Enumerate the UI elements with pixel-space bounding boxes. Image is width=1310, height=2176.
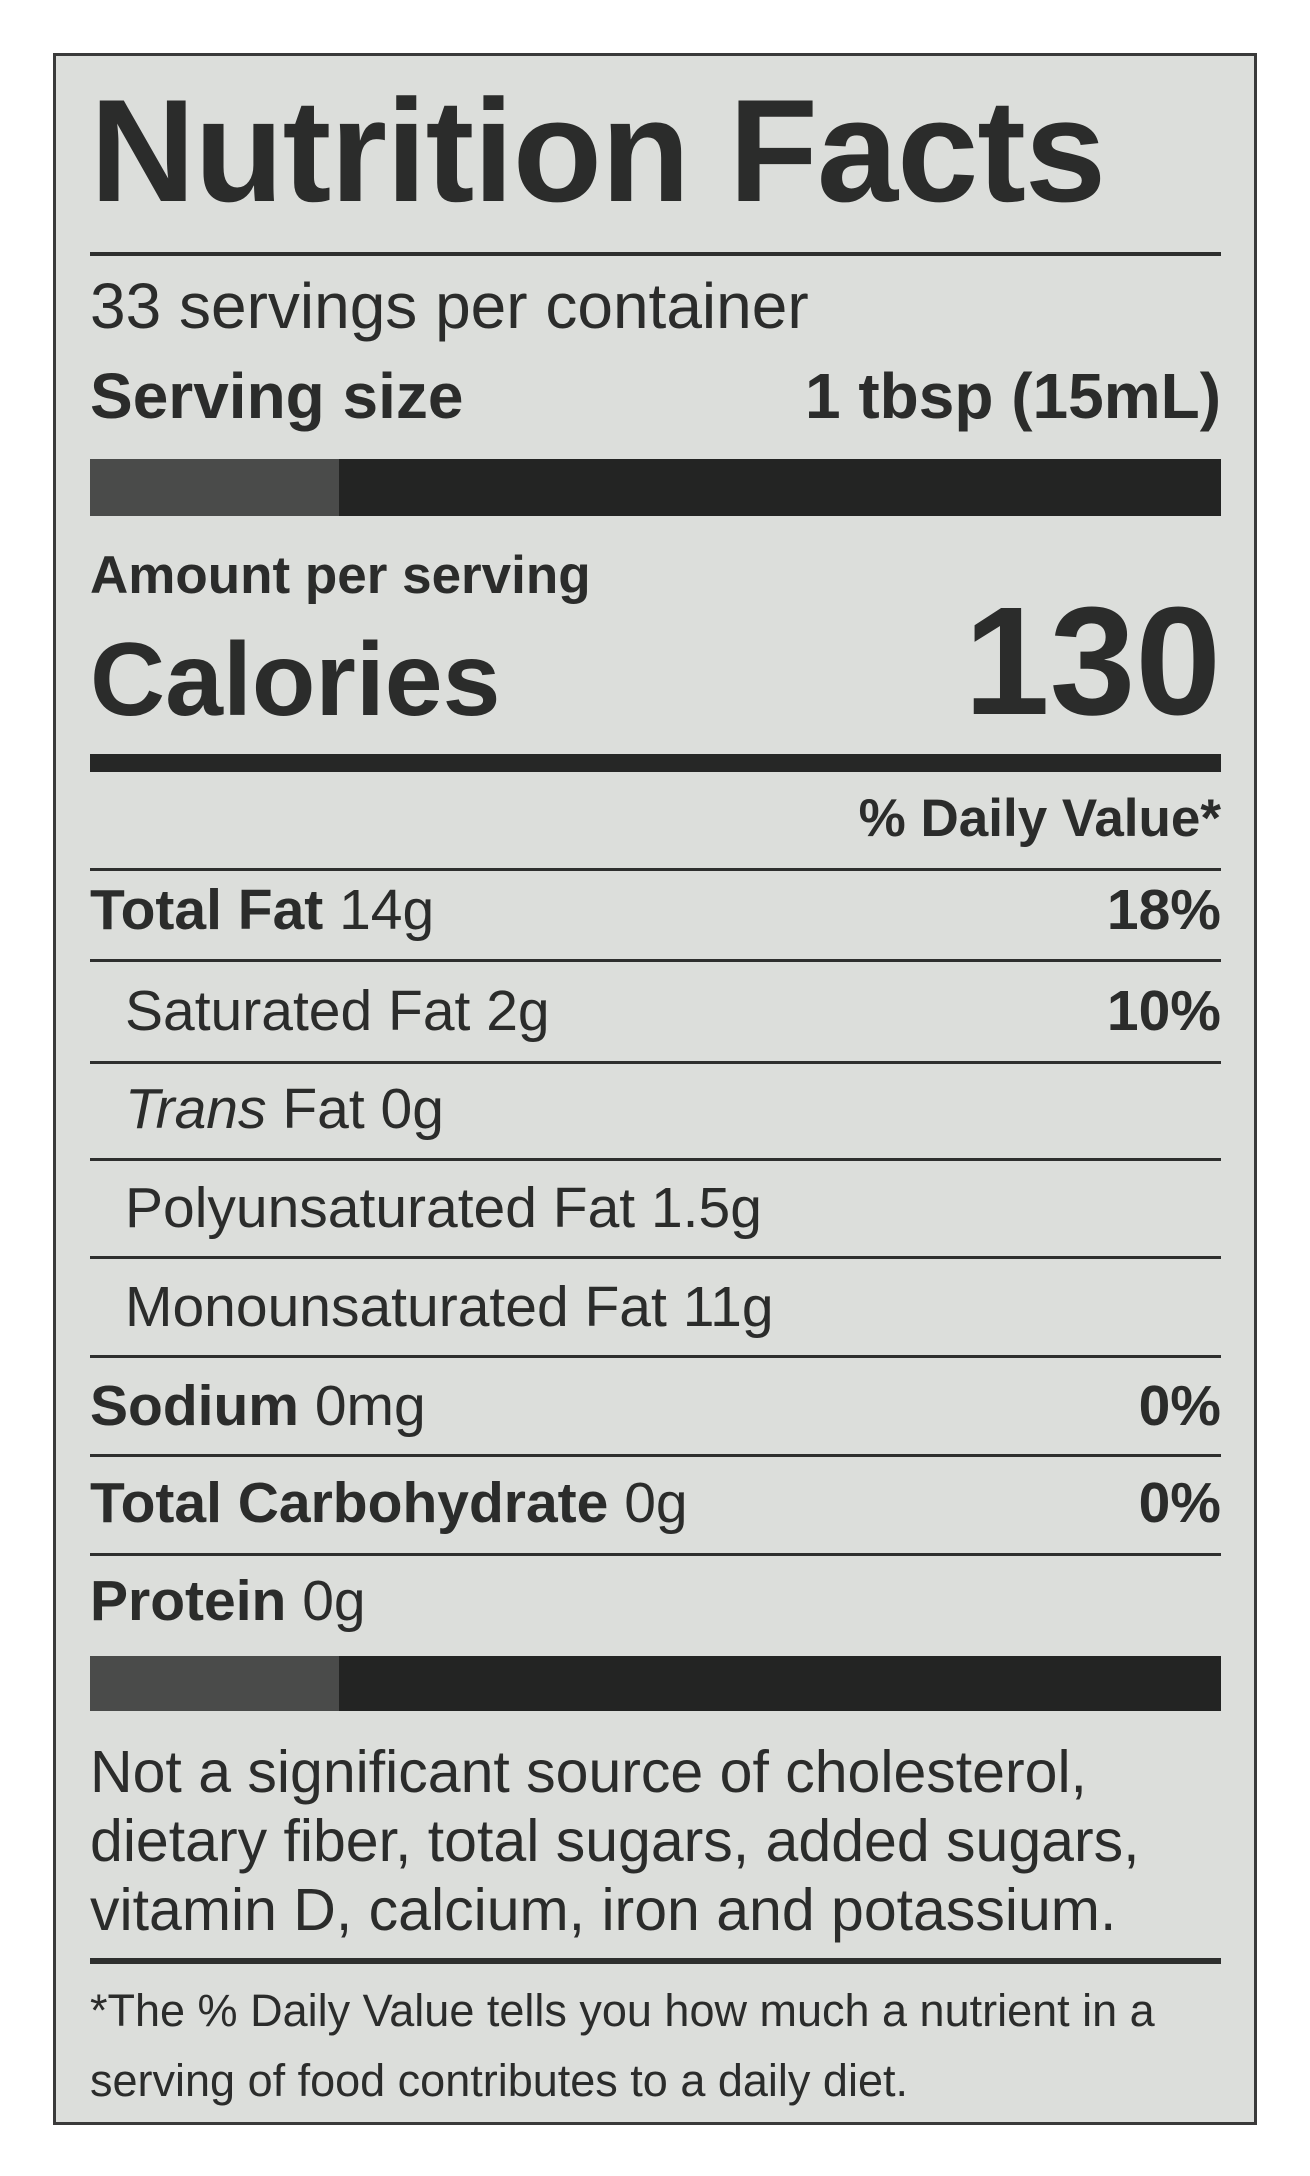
nutrient-amount: 0g — [624, 1471, 688, 1535]
nutrient-name: Total Carbohydrate — [90, 1471, 609, 1535]
nutrient-trans-fat: Trans Fat 0g — [125, 1081, 444, 1138]
not-significant-line: dietary fiber, total sugars, added sugar… — [90, 1808, 1140, 1874]
divider — [90, 1158, 1221, 1161]
divider — [90, 1553, 1221, 1556]
thick-divider-bar — [90, 459, 1221, 516]
amount-per-prefix: Amount per — [90, 546, 388, 605]
nutrient-name: Polyunsaturated Fat — [125, 1176, 636, 1240]
not-significant-line: vitamin D, calcium, iron and potassium. — [90, 1877, 1117, 1943]
divider — [90, 959, 1221, 962]
title-divider — [90, 252, 1221, 256]
nutrient-polyunsaturated-fat: Polyunsaturated Fat 1.5g — [125, 1180, 762, 1237]
title: Nutrition Facts — [90, 69, 1106, 232]
footnote-line: *The % Daily Value tells you how much a … — [90, 1985, 1155, 2036]
footnote-line: serving of food contributes to a daily d… — [90, 2055, 908, 2106]
nutrient-dv: 18% — [1106, 878, 1221, 942]
amount-per-suffix: serving — [402, 546, 591, 605]
nutrient-amount: 0g — [302, 1569, 366, 1633]
footnote-divider — [90, 1958, 1221, 1964]
divider — [90, 1355, 1221, 1358]
medium-divider-bar — [90, 754, 1221, 772]
not-significant-line: Not a significant source of cholesterol, — [90, 1739, 1087, 1805]
nutrient-name: Protein — [90, 1569, 287, 1633]
serving-size-label: Serving size — [90, 360, 464, 432]
divider — [90, 1061, 1221, 1064]
calories-label: Calories — [90, 622, 501, 738]
nutrition-label-panel — [53, 53, 1257, 2125]
nutrient-total-carbohydrate: Total Carbohydrate 0g — [90, 1475, 688, 1532]
serving-size-value: 1 tbsp (15mL) — [804, 360, 1221, 432]
thick-divider-bar — [90, 1656, 1221, 1711]
amount-per-serving: Amount per serving — [90, 549, 591, 602]
nutrient-name: Monounsaturated Fat — [125, 1275, 667, 1339]
calories-value: 130 — [964, 575, 1221, 747]
nutrient-amount: 1.5g — [650, 1176, 762, 1240]
nutrient-name: Total Fat — [90, 878, 324, 942]
nutrient-saturated-fat: Saturated Fat 2g — [125, 983, 550, 1040]
nutrient-amount: 14g — [339, 878, 435, 942]
divider — [90, 1454, 1221, 1457]
nutrient-amount: 11g — [682, 1275, 774, 1339]
divider — [90, 868, 1221, 871]
nutrient-amount: 0mg — [314, 1374, 426, 1438]
nutrient-name: Fat — [282, 1077, 365, 1141]
nutrient-monounsaturated-fat: Monounsaturated Fat 11g — [125, 1279, 774, 1336]
daily-value-header: % Daily Value* — [858, 789, 1221, 848]
nutrient-name: Saturated Fat — [125, 979, 471, 1043]
nutrient-amount: 0g — [380, 1077, 444, 1141]
nutrient-amount: 2g — [486, 979, 550, 1043]
servings-per-container: 33 servings per container — [90, 270, 809, 342]
nutrient-sodium: Sodium 0mg — [90, 1378, 426, 1435]
divider — [90, 1256, 1221, 1259]
nutrient-total-fat: Total Fat 14g — [90, 882, 434, 939]
nutrient-dv: 0% — [1138, 1471, 1221, 1535]
nutrient-name-italic: Trans — [125, 1077, 267, 1141]
nutrient-dv: 0% — [1138, 1374, 1221, 1438]
nutrient-dv: 10% — [1106, 979, 1221, 1043]
nutrient-protein: Protein 0g — [90, 1573, 366, 1630]
nutrient-name: Sodium — [90, 1374, 299, 1438]
